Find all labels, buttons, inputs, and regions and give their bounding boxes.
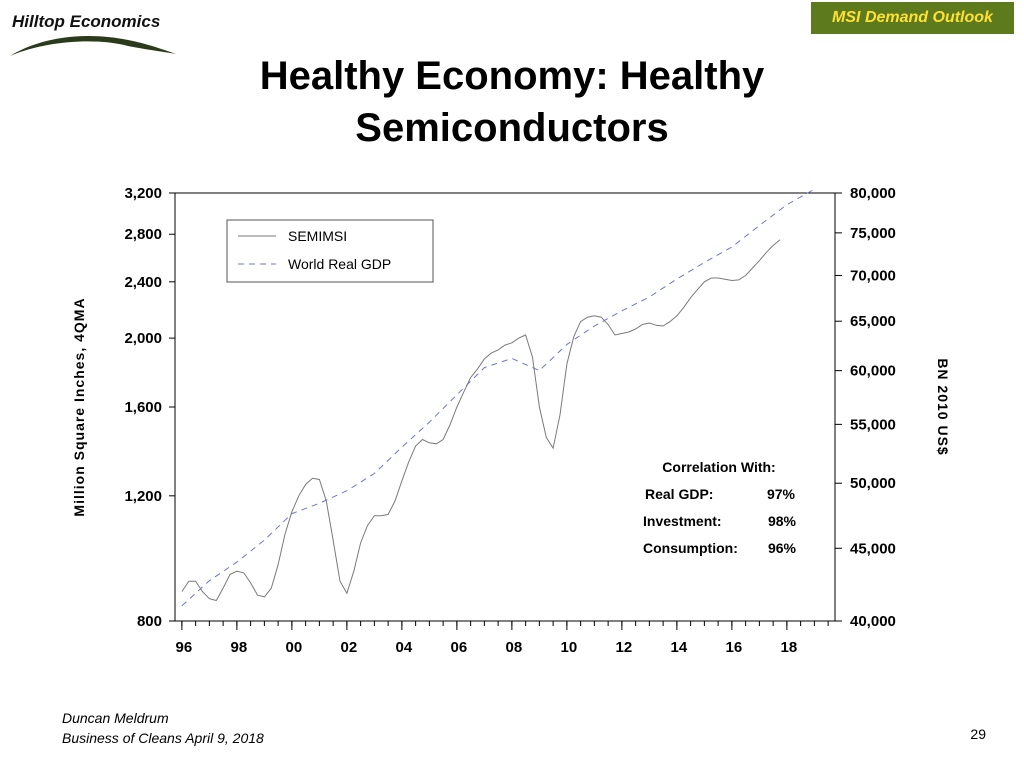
x-tick-label: 08 (506, 639, 523, 656)
left-tick-label: 2,400 (124, 274, 162, 291)
page-number: 29 (970, 726, 986, 742)
left-tick-label: 2,000 (124, 330, 162, 347)
legend-box (226, 219, 434, 283)
x-tick-label: 02 (341, 639, 358, 656)
logo-text: Hilltop Economics (12, 12, 161, 31)
annotation-value-gdp: 97% (767, 486, 796, 502)
annotation-label-investment: Investment: (643, 513, 722, 529)
right-tick-label: 75,000 (850, 225, 896, 242)
x-tick-label: 04 (396, 639, 413, 656)
footer-author: Duncan Meldrum (62, 710, 169, 726)
annotation-label-gdp: Real GDP: (645, 486, 713, 502)
x-tick-label: 12 (616, 639, 633, 656)
right-tick-label: 65,000 (850, 313, 896, 330)
footer-event: Business of Cleans April 9, 2018 (62, 730, 264, 746)
series-line-world-real-gdp (181, 188, 815, 607)
right-tick-label: 55,000 (850, 416, 896, 433)
left-tick-label: 2,800 (124, 226, 162, 243)
annotation-value-investment: 98% (768, 513, 797, 529)
legend-label-gdp: World Real GDP (288, 256, 391, 272)
x-tick-label: 96 (176, 639, 193, 656)
left-axis-label: Million Square Inches, 4QMA (71, 297, 87, 516)
series-line-semimsi (181, 239, 781, 602)
x-tick-label: 14 (671, 639, 688, 656)
footer-credits: Duncan Meldrum Business of Cleans April … (62, 708, 264, 748)
chart-legend: SEMIMSI World Real GDP (226, 219, 434, 283)
left-tick-label: 3,200 (124, 185, 162, 202)
company-logo: Hilltop Economics (8, 8, 178, 64)
left-tick-label: 1,600 (124, 399, 162, 416)
annotation-value-consumption: 96% (768, 540, 797, 556)
left-tick-label: 1,200 (124, 488, 162, 505)
section-badge: MSI Demand Outlook (811, 2, 1014, 34)
annotation-title: Correlation With: (662, 459, 775, 475)
left-tick-label: 800 (137, 613, 162, 630)
correlation-annotation: Correlation With: Real GDP: 97% Investme… (643, 459, 797, 556)
right-tick-label: 40,000 (850, 613, 896, 630)
title-line-1: Healthy Economy: Healthy (259, 54, 765, 98)
right-axis-label: BN 2010 US$ (935, 358, 951, 455)
right-tick-label: 60,000 (850, 363, 896, 380)
legend-label-semimsi: SEMIMSI (288, 228, 347, 244)
right-tick-label: 80,000 (850, 185, 896, 202)
x-tick-label: 00 (286, 639, 303, 656)
right-tick-label: 45,000 (850, 540, 896, 557)
title-line-2: Semiconductors (355, 106, 669, 150)
x-tick-label: 98 (231, 639, 248, 656)
right-tick-label: 70,000 (850, 267, 896, 284)
right-tick-label: 50,000 (850, 475, 896, 492)
x-tick-label: 16 (726, 639, 743, 656)
logo-swoosh-icon (10, 36, 176, 56)
x-tick-label: 06 (451, 639, 468, 656)
x-tick-label: 10 (561, 639, 578, 656)
annotation-label-consumption: Consumption: (643, 540, 738, 556)
slide-title: Healthy Economy: Healthy Semiconductors (162, 50, 862, 154)
x-tick-label: 18 (781, 639, 798, 656)
badge-label: MSI Demand Outlook (832, 9, 993, 26)
